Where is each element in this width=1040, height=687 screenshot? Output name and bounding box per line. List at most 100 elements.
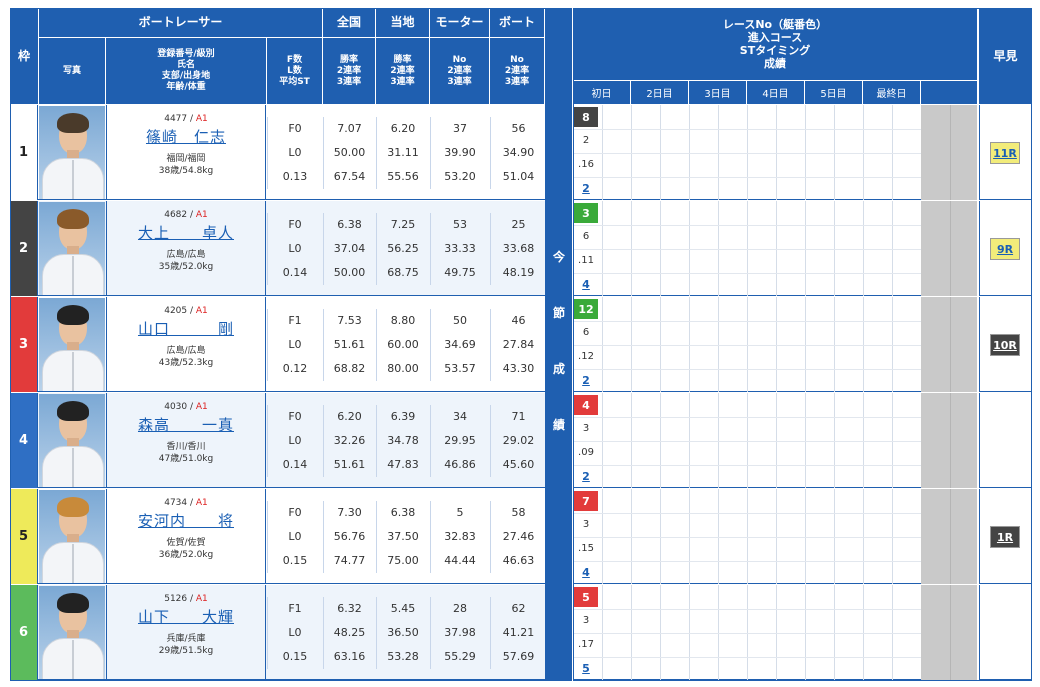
grid-line <box>776 585 777 680</box>
day-header: 5日目 <box>805 81 862 104</box>
stat-value: 75.00 <box>387 554 419 567</box>
grid-line <box>805 105 806 200</box>
grid-line <box>776 393 777 488</box>
grid-line <box>602 489 603 584</box>
grid-line <box>573 633 977 634</box>
grid-line <box>718 201 719 296</box>
racer-name-link[interactable]: 山口 剛 <box>137 320 234 338</box>
grid-line <box>660 393 661 488</box>
grid-line <box>631 585 632 680</box>
header-motor: モーター <box>430 8 489 37</box>
grid-line <box>805 489 806 584</box>
zenkoku-stats: 7.53 51.61 68.82 <box>323 309 375 381</box>
result-link[interactable]: 4 <box>582 278 590 291</box>
result-link[interactable]: 2 <box>582 374 590 387</box>
grid-gray-col <box>921 297 977 392</box>
st-timing: .15 <box>578 543 594 554</box>
entry-course: 3 <box>582 519 590 530</box>
stat-value: 68.82 <box>333 362 366 375</box>
grid-line <box>660 585 661 680</box>
stat-value: 56 <box>511 122 526 135</box>
reg-number: 4477 <box>164 114 188 124</box>
waku-number: 6 <box>10 585 38 680</box>
stat-value: 37 <box>453 122 467 135</box>
racer-name-link[interactable]: 大上 卓人 <box>137 224 234 242</box>
grid-line <box>573 225 977 226</box>
stat-value: 53 <box>453 218 467 231</box>
stat-value: 53.20 <box>444 170 476 183</box>
racer-name-link[interactable]: 篠崎 仁志 <box>145 128 226 146</box>
entry-course: 6 <box>582 231 590 242</box>
stat-value: 58 <box>511 506 526 519</box>
entry-course: 3 <box>582 615 590 626</box>
waku-number: 5 <box>10 489 38 584</box>
series-grid <box>573 489 977 584</box>
boat-stats: 62 41.21 57.69 <box>490 597 546 669</box>
racer-name-link[interactable]: 安河内 将 <box>137 512 234 530</box>
stat-value: 0.13 <box>282 170 308 183</box>
branch: 広島/広島 <box>166 346 206 356</box>
stat-value: 28 <box>453 602 467 615</box>
touchi-stats: 7.25 56.25 68.75 <box>376 213 429 285</box>
stat-value: 0.15 <box>282 650 308 663</box>
age-weight: 43歳/52.3kg <box>158 358 214 368</box>
reg-number: 4205 <box>164 306 188 316</box>
stat-value: 6.32 <box>337 602 362 615</box>
grid-line <box>660 201 661 296</box>
age-weight: 47歳/51.0kg <box>158 454 214 464</box>
hayami-race-link[interactable]: 9R <box>990 238 1020 260</box>
grid-line <box>805 585 806 680</box>
grid-line <box>805 201 806 296</box>
racer-photo <box>39 490 105 583</box>
reg-number: 4734 <box>164 498 188 508</box>
touchi-stats: 8.80 60.00 80.00 <box>376 309 429 381</box>
stat-value: 8.80 <box>390 314 416 327</box>
stat-value: L0 <box>288 530 302 543</box>
stat-value: 63.16 <box>333 650 366 663</box>
result-link[interactable]: 5 <box>582 662 590 675</box>
result-link[interactable]: 2 <box>582 182 590 195</box>
grid-line <box>892 393 893 488</box>
grid-line <box>631 105 632 200</box>
stat-value: 0.14 <box>282 458 308 471</box>
racer-info: 4477 / A1 篠崎 仁志 福岡/福岡 38歳/54.8kg <box>106 105 266 200</box>
grid-line <box>718 297 719 392</box>
result-link[interactable]: 2 <box>582 470 590 483</box>
grid-line <box>834 393 835 488</box>
stat-value: L0 <box>288 242 302 255</box>
stat-value: 67.54 <box>333 170 366 183</box>
header-hayami: 早見 <box>979 8 1032 104</box>
hayami-race-link[interactable]: 1R <box>990 526 1020 548</box>
stat-value: 68.75 <box>387 266 419 279</box>
touchi-stats: 6.38 37.50 75.00 <box>376 501 429 573</box>
racer-name-link[interactable]: 山下 大輝 <box>137 608 234 626</box>
grid-line <box>573 345 977 346</box>
stat-value: 6.20 <box>390 122 416 135</box>
grid-line <box>573 465 977 466</box>
grid-line <box>573 441 977 442</box>
stat-value: 36.50 <box>387 626 419 639</box>
zenkoku-stats: 6.38 37.04 50.00 <box>323 213 375 285</box>
stat-value: 6.38 <box>390 506 416 519</box>
stat-value: 27.46 <box>502 530 535 543</box>
hayami-race-link[interactable]: 11R <box>990 142 1020 164</box>
grid-line <box>689 393 690 488</box>
boat-stats: 58 27.46 46.63 <box>490 501 546 573</box>
header-boat-sub: No 2連率 3連率 <box>490 38 544 104</box>
grid-line <box>863 585 864 680</box>
grid-line <box>602 585 603 680</box>
stat-value: 49.75 <box>444 266 476 279</box>
konsetsu-char: 績 <box>552 418 565 432</box>
st-timing: .11 <box>578 255 594 266</box>
hayami-race-link[interactable]: 10R <box>990 334 1020 356</box>
stat-value: L0 <box>288 434 302 447</box>
branch: 佐賀/佐賀 <box>166 538 206 548</box>
racer-name-link[interactable]: 森高 一真 <box>137 416 234 434</box>
result-link[interactable]: 4 <box>582 566 590 579</box>
racer-photo <box>39 394 105 487</box>
stat-value: 37.04 <box>333 242 366 255</box>
age-weight: 29歳/51.5kg <box>158 646 214 656</box>
stat-value: 33.33 <box>444 242 476 255</box>
boat-stats: 25 33.68 48.19 <box>490 213 546 285</box>
stat-value: 41.21 <box>502 626 535 639</box>
